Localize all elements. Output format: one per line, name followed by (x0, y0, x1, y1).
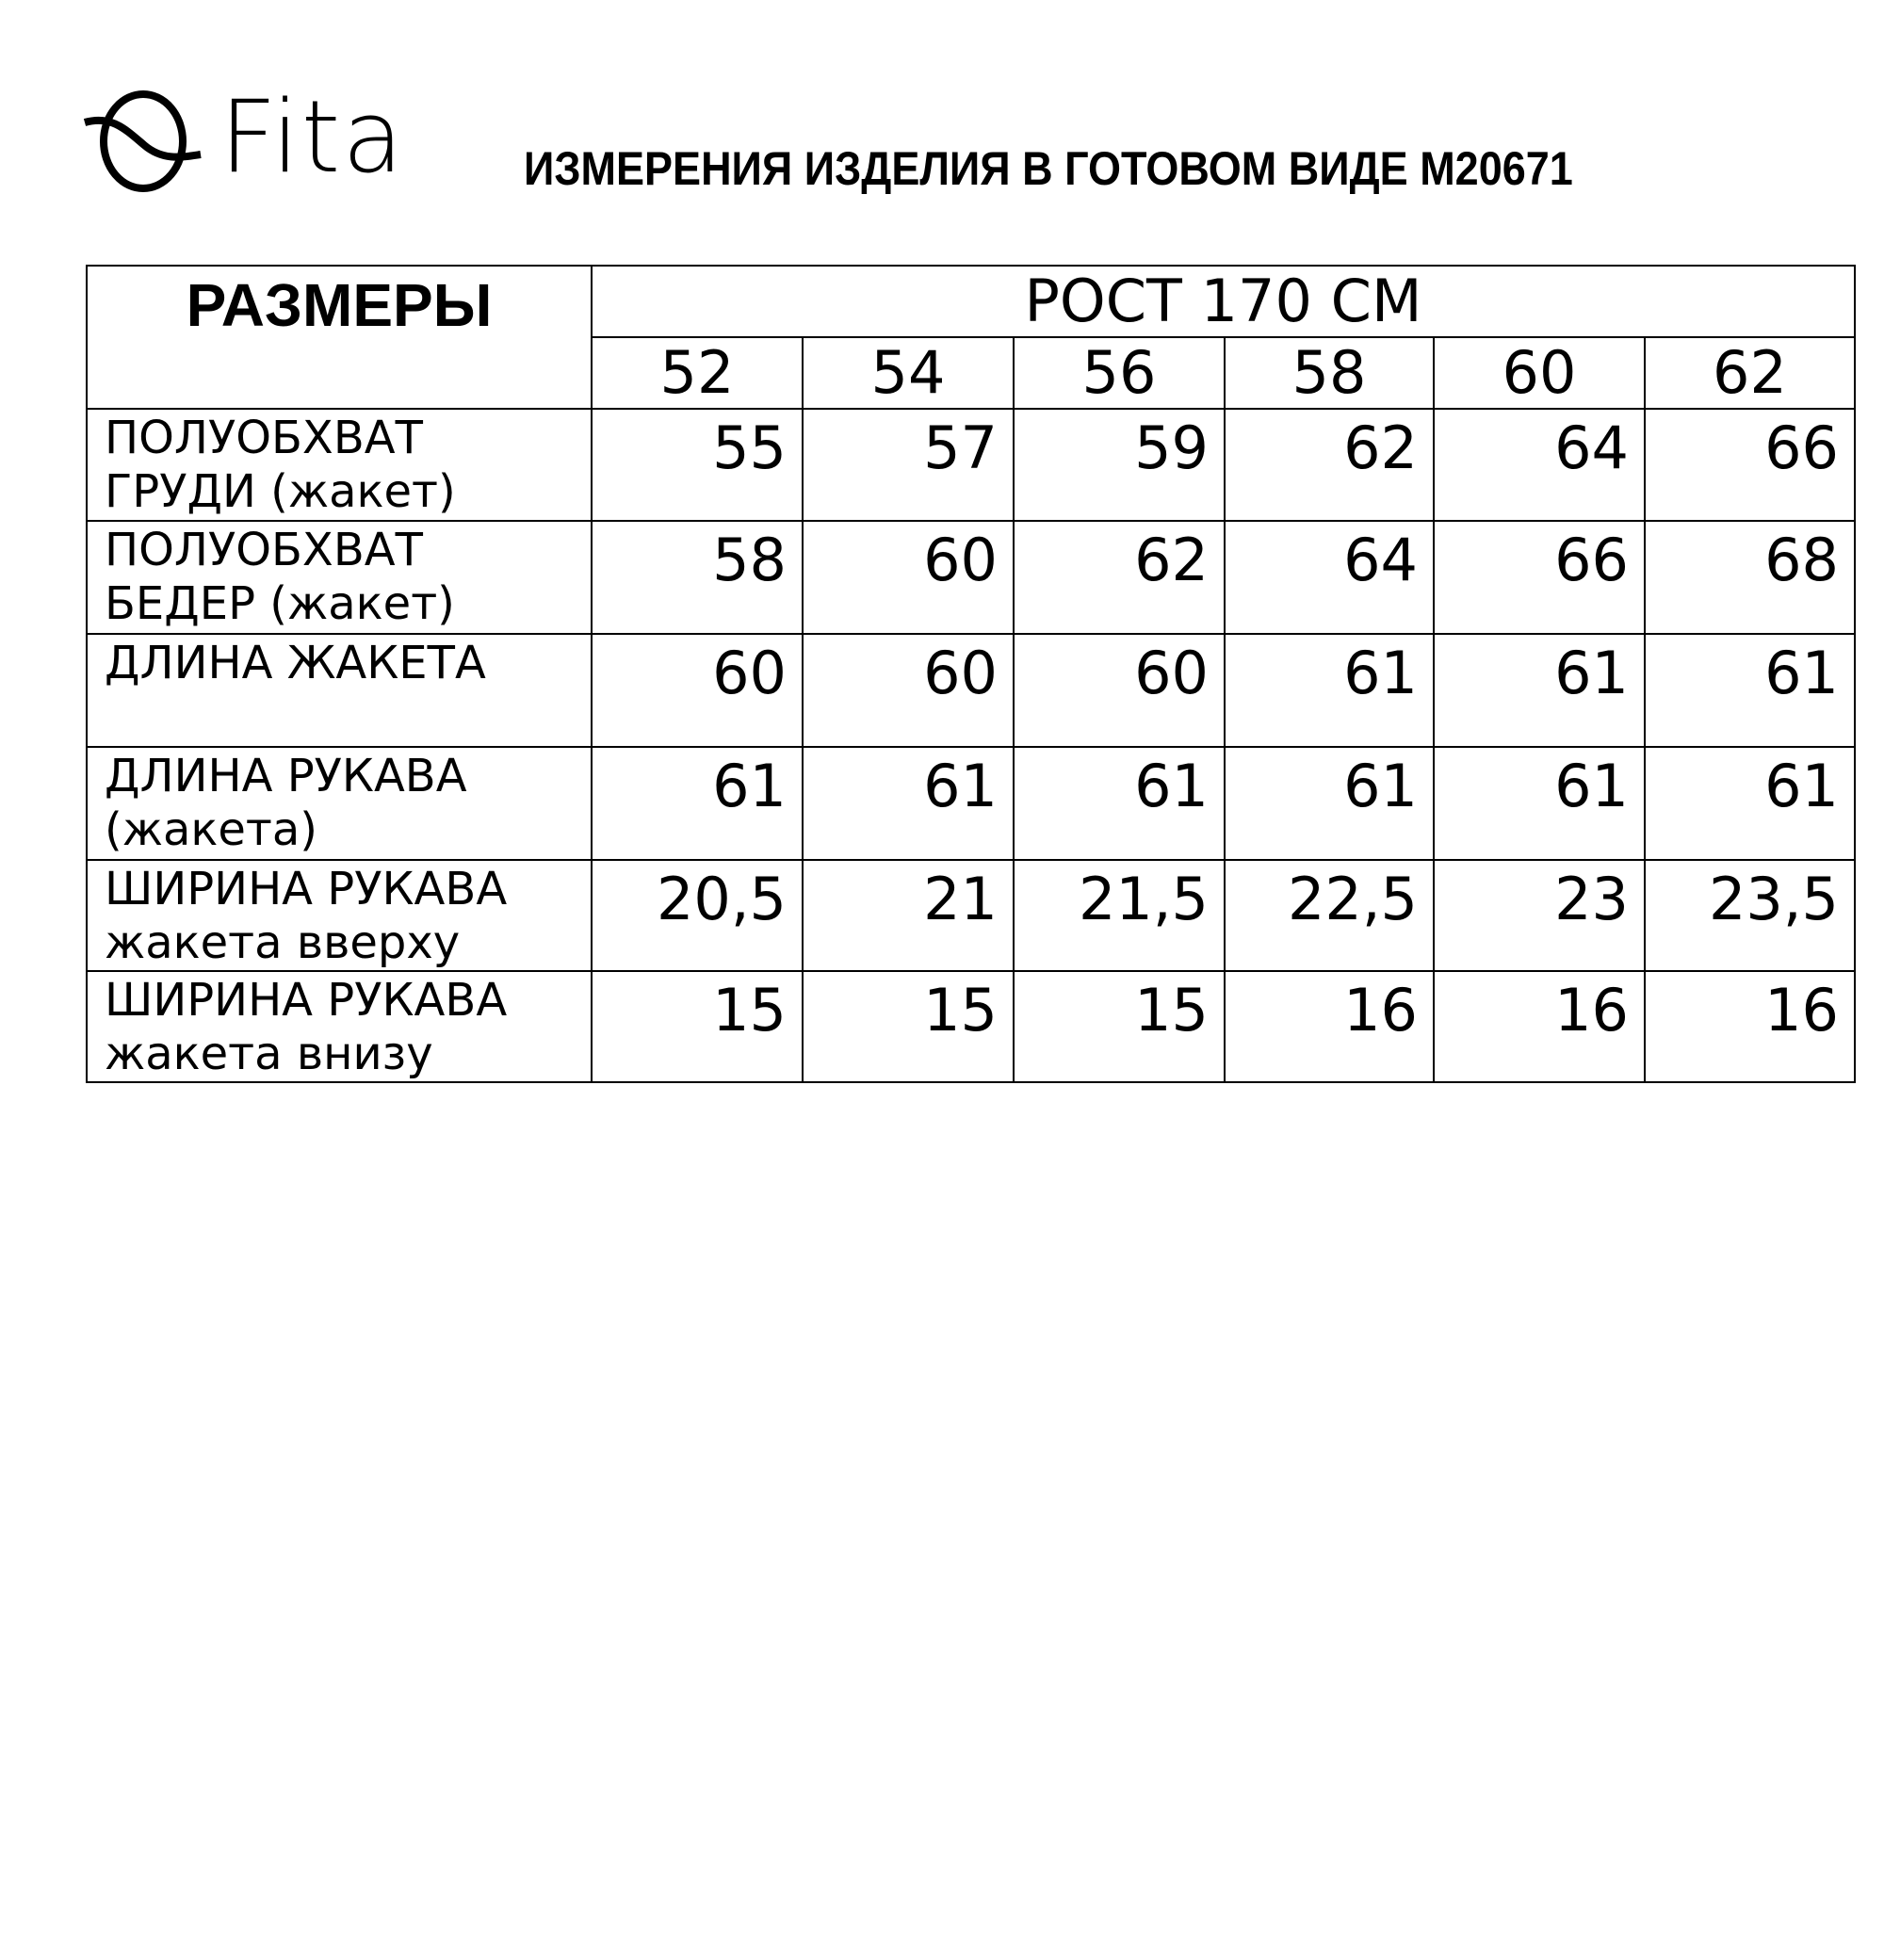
value-cell: 20,5 (591, 859, 804, 972)
row-label-line2: ГРУДИ (жакет) (105, 465, 456, 518)
value-cell: 64 (1224, 520, 1435, 635)
table-row: ПОЛУОБХВАТ БЕДЕР (жакет) 58 60 62 64 66 68 (86, 520, 1856, 635)
value-cell: 23 (1433, 859, 1646, 972)
value-cell: 61 (1013, 746, 1226, 861)
value-cell: 62 (1224, 408, 1435, 522)
size-cell: 58 (1224, 336, 1435, 410)
value-cell: 61 (591, 746, 804, 861)
table-row: ПОЛУОБХВАТ ГРУДИ (жакет) 55 57 59 62 64 66 (86, 408, 1856, 522)
value-cell: 66 (1433, 520, 1646, 635)
row-label: ШИРИНА РУКАВА жакета внизу (86, 970, 593, 1083)
value-cell: 68 (1644, 520, 1856, 635)
value-cell: 15 (802, 970, 1015, 1083)
row-label-line2: БЕДЕР (жакет) (105, 577, 455, 630)
brand-name: Fita (219, 79, 406, 195)
row-label-line2: жакета вверху (105, 916, 461, 969)
row-label-line2: (жакета) (105, 803, 318, 856)
value-cell: 61 (1224, 633, 1435, 748)
row-label-line1: ШИРИНА РУКАВА (105, 974, 508, 1027)
value-cell: 60 (802, 633, 1015, 748)
row-label-line1: ДЛИНА ЖАКЕТА (105, 637, 486, 689)
row-label: ДЛИНА РУКАВА (жакета) (86, 746, 593, 861)
value-cell: 16 (1644, 970, 1856, 1083)
size-cell: 60 (1433, 336, 1646, 410)
measurements-table: РАЗМЕРЫ РОСТ 170 СМ 52 54 56 58 60 62 ПО… (86, 265, 1856, 1083)
sizes-row: 52 54 56 58 60 62 (87, 336, 1856, 410)
value-cell: 15 (591, 970, 804, 1083)
value-cell: 60 (1013, 633, 1226, 748)
size-cell: 62 (1644, 336, 1856, 410)
value-cell: 61 (1433, 633, 1646, 748)
value-cell: 60 (591, 633, 804, 748)
row-label-line1: ШИРИНА РУКАВА (105, 863, 508, 915)
value-cell: 15 (1013, 970, 1226, 1083)
value-cell: 55 (591, 408, 804, 522)
value-cell: 22,5 (1224, 859, 1435, 972)
row-label: ДЛИНА ЖАКЕТА (86, 633, 593, 748)
value-cell: 61 (1224, 746, 1435, 861)
row-label: ПОЛУОБХВАТ ГРУДИ (жакет) (86, 408, 593, 522)
row-label: ШИРИНА РУКАВА жакета вверху (86, 859, 593, 972)
value-cell: 23,5 (1644, 859, 1856, 972)
table-row: ШИРИНА РУКАВА жакета внизу 15 15 15 16 16 16 (86, 970, 1856, 1083)
row-label: ПОЛУОБХВАТ БЕДЕР (жакет) (86, 520, 593, 635)
row-label-line1: ПОЛУОБХВАТ (105, 524, 423, 576)
row-label-line1: ПОЛУОБХВАТ (105, 412, 423, 464)
row-label-line1: ДЛИНА РУКАВА (105, 750, 467, 802)
value-cell: 61 (1644, 633, 1856, 748)
value-cell: 60 (802, 520, 1015, 635)
value-cell: 21 (802, 859, 1015, 972)
sizes-header: РАЗМЕРЫ (86, 265, 593, 410)
value-cell: 66 (1644, 408, 1856, 522)
row-label-line2: жакета внизу (105, 1028, 433, 1080)
value-cell: 16 (1433, 970, 1646, 1083)
value-cell: 61 (1433, 746, 1646, 861)
value-cell: 61 (1644, 746, 1856, 861)
value-cell: 64 (1433, 408, 1646, 522)
table-row: ДЛИНА РУКАВА (жакета) 61 61 61 61 61 61 (86, 746, 1856, 861)
table-row: ДЛИНА ЖАКЕТА 60 60 60 61 61 61 (86, 633, 1856, 748)
value-cell: 62 (1013, 520, 1226, 635)
value-cell: 61 (802, 746, 1015, 861)
value-cell: 59 (1013, 408, 1226, 522)
table-row: ШИРИНА РУКАВА жакета вверху 20,5 21 21,5 22,5… (86, 859, 1856, 972)
value-cell: 58 (591, 520, 804, 635)
size-cell: 54 (802, 336, 1015, 410)
fita-theta-icon (83, 90, 202, 192)
size-cell: 56 (1013, 336, 1226, 410)
height-header: РОСТ 170 СМ (591, 265, 1856, 338)
value-cell: 16 (1224, 970, 1435, 1083)
size-cell: 52 (591, 336, 804, 410)
value-cell: 21,5 (1013, 859, 1226, 972)
brand-logo: Fita (83, 79, 403, 195)
value-cell: 57 (802, 408, 1015, 522)
page-title: ИЗМЕРЕНИЯ ИЗДЕЛИЯ В ГОТОВОМ ВИДЕ М20671 (524, 142, 1573, 195)
